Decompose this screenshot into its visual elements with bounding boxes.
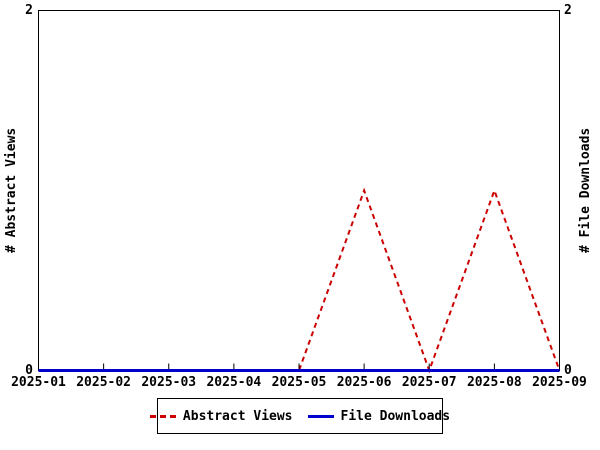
legend-item-file-downloads: File Downloads xyxy=(307,408,451,424)
legend-item-abstract-views: Abstract Views xyxy=(149,408,293,424)
legend: Abstract Views File Downloads xyxy=(149,398,450,434)
legend-label-file-downloads: File Downloads xyxy=(340,408,451,424)
x-tick-label: 2025-05 xyxy=(271,375,327,390)
x-tick-label: 2025-07 xyxy=(401,375,457,390)
dashed-line-sample xyxy=(149,414,176,418)
x-tick-label: 2025-04 xyxy=(206,375,262,390)
x-tick-label: 2025-09 xyxy=(532,375,587,390)
y-tick-label-right: 0 xyxy=(564,362,572,378)
x-tick-label: 2025-06 xyxy=(336,375,392,390)
x-tick-label: 2025-03 xyxy=(141,375,197,390)
y-tick-label-left: 0 xyxy=(25,362,33,378)
y-tick-label-right: 2 xyxy=(564,2,572,18)
x-tick-label: 2025-02 xyxy=(76,375,132,390)
x-tick-label: 2025-01 xyxy=(11,375,66,390)
x-tick-label: 2025-08 xyxy=(466,375,522,390)
solid-line-sample xyxy=(307,414,334,418)
plot-border xyxy=(38,10,560,371)
y-tick-label-left: 2 xyxy=(25,2,33,18)
y-axis-label-left: # Abstract Views xyxy=(4,127,19,254)
legend-label-abstract-views: Abstract Views xyxy=(182,408,293,424)
y-axis-label-right: # File Downloads xyxy=(578,127,593,254)
axis-ticks xyxy=(38,10,560,371)
series-lines xyxy=(38,187,561,374)
series-line-abstract-views xyxy=(38,187,561,374)
